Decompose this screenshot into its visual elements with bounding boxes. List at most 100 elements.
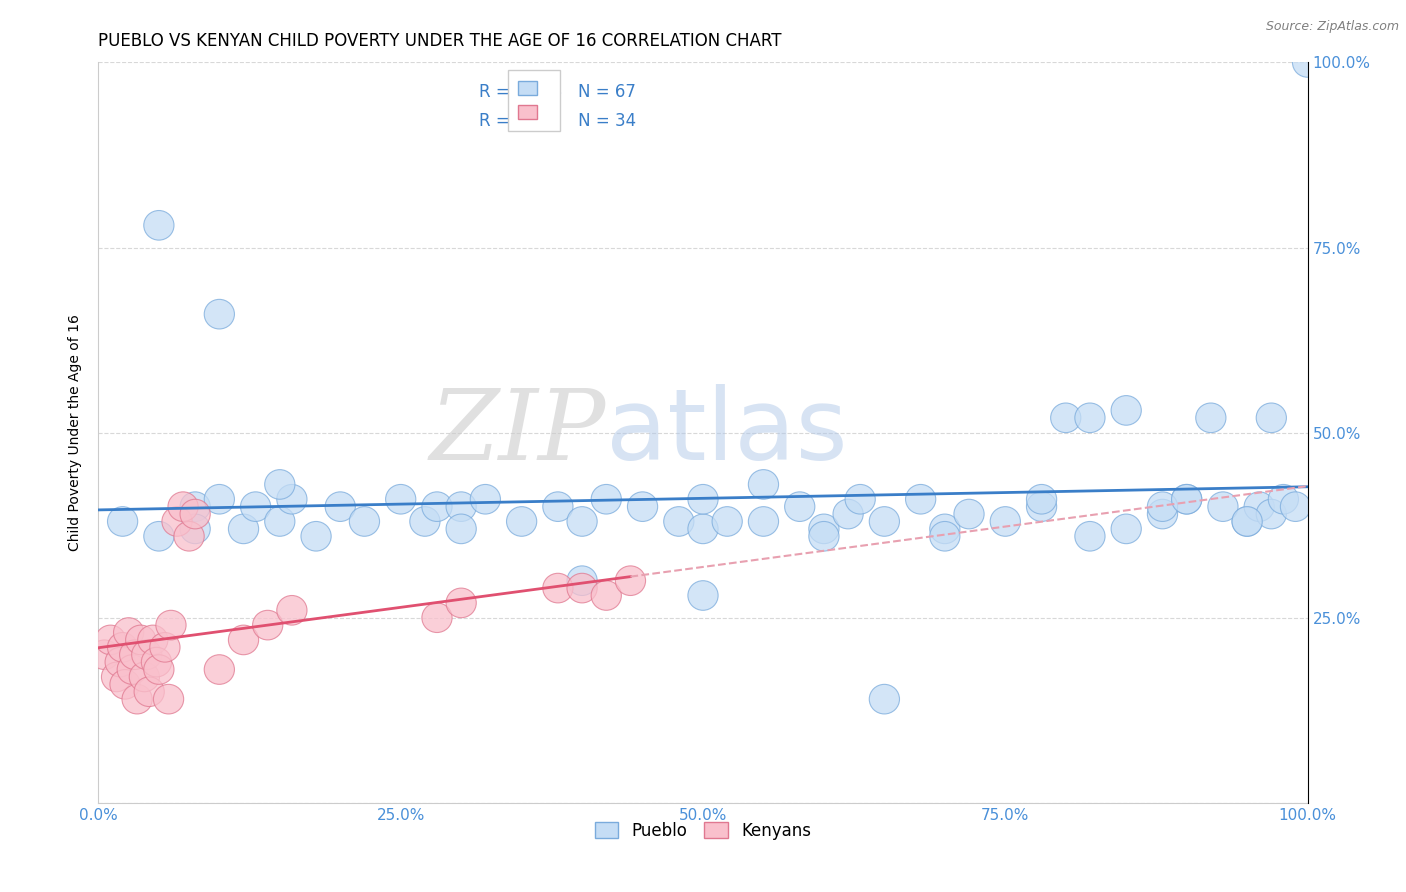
Ellipse shape xyxy=(1244,491,1274,522)
Ellipse shape xyxy=(174,522,204,551)
Ellipse shape xyxy=(664,507,695,536)
Ellipse shape xyxy=(422,603,453,632)
Ellipse shape xyxy=(688,484,718,514)
Ellipse shape xyxy=(845,484,876,514)
Ellipse shape xyxy=(143,655,174,684)
Ellipse shape xyxy=(627,491,658,522)
Ellipse shape xyxy=(616,566,645,596)
Ellipse shape xyxy=(1256,403,1286,433)
Ellipse shape xyxy=(107,507,138,536)
Ellipse shape xyxy=(1171,484,1202,514)
Ellipse shape xyxy=(120,640,150,670)
Ellipse shape xyxy=(138,625,167,655)
Ellipse shape xyxy=(567,566,598,596)
Ellipse shape xyxy=(110,670,141,699)
Ellipse shape xyxy=(1026,484,1057,514)
Y-axis label: Child Poverty Under the Age of 16: Child Poverty Under the Age of 16 xyxy=(69,314,83,551)
Ellipse shape xyxy=(264,507,295,536)
Ellipse shape xyxy=(1111,514,1142,543)
Ellipse shape xyxy=(240,491,271,522)
Ellipse shape xyxy=(711,507,742,536)
Ellipse shape xyxy=(1050,403,1081,433)
Ellipse shape xyxy=(101,662,132,692)
Ellipse shape xyxy=(748,507,779,536)
Ellipse shape xyxy=(277,596,307,625)
Ellipse shape xyxy=(385,484,416,514)
Ellipse shape xyxy=(567,574,598,603)
Ellipse shape xyxy=(591,581,621,610)
Ellipse shape xyxy=(1232,507,1263,536)
Ellipse shape xyxy=(446,514,477,543)
Ellipse shape xyxy=(1208,491,1239,522)
Ellipse shape xyxy=(543,491,574,522)
Ellipse shape xyxy=(180,500,211,529)
Ellipse shape xyxy=(409,507,440,536)
Ellipse shape xyxy=(506,507,537,536)
Ellipse shape xyxy=(446,588,477,617)
Ellipse shape xyxy=(156,610,186,640)
Ellipse shape xyxy=(117,655,148,684)
Ellipse shape xyxy=(129,662,159,692)
Ellipse shape xyxy=(125,625,156,655)
Ellipse shape xyxy=(122,684,152,714)
Ellipse shape xyxy=(204,655,235,684)
Ellipse shape xyxy=(929,522,960,551)
Ellipse shape xyxy=(1074,522,1105,551)
Ellipse shape xyxy=(96,625,125,655)
Ellipse shape xyxy=(107,632,138,662)
Text: Source: ZipAtlas.com: Source: ZipAtlas.com xyxy=(1265,20,1399,33)
Ellipse shape xyxy=(162,507,193,536)
Ellipse shape xyxy=(953,500,984,529)
Ellipse shape xyxy=(264,469,295,500)
Ellipse shape xyxy=(1256,500,1286,529)
Ellipse shape xyxy=(253,610,283,640)
Ellipse shape xyxy=(1111,395,1142,425)
Ellipse shape xyxy=(301,522,332,551)
Ellipse shape xyxy=(1268,484,1299,514)
Ellipse shape xyxy=(1195,403,1226,433)
Ellipse shape xyxy=(204,300,235,329)
Text: PUEBLO VS KENYAN CHILD POVERTY UNDER THE AGE OF 16 CORRELATION CHART: PUEBLO VS KENYAN CHILD POVERTY UNDER THE… xyxy=(98,32,782,50)
Text: R = 0.083   N = 34: R = 0.083 N = 34 xyxy=(479,112,637,130)
Ellipse shape xyxy=(228,625,259,655)
Ellipse shape xyxy=(591,484,621,514)
Ellipse shape xyxy=(905,484,936,514)
Text: ZIP: ZIP xyxy=(430,385,606,480)
Ellipse shape xyxy=(325,491,356,522)
Ellipse shape xyxy=(1171,484,1202,514)
Ellipse shape xyxy=(688,581,718,610)
Ellipse shape xyxy=(204,484,235,514)
Ellipse shape xyxy=(132,640,162,670)
Ellipse shape xyxy=(1074,403,1105,433)
Ellipse shape xyxy=(1232,507,1263,536)
Ellipse shape xyxy=(543,574,574,603)
Ellipse shape xyxy=(422,491,453,522)
Ellipse shape xyxy=(470,484,501,514)
Ellipse shape xyxy=(748,469,779,500)
Text: atlas: atlas xyxy=(606,384,848,481)
Ellipse shape xyxy=(167,491,198,522)
Ellipse shape xyxy=(869,507,900,536)
Ellipse shape xyxy=(180,491,211,522)
Ellipse shape xyxy=(785,491,815,522)
Ellipse shape xyxy=(114,617,143,648)
Ellipse shape xyxy=(143,211,174,240)
Ellipse shape xyxy=(142,648,172,677)
Ellipse shape xyxy=(180,514,211,543)
Ellipse shape xyxy=(1292,47,1323,78)
Ellipse shape xyxy=(349,507,380,536)
Ellipse shape xyxy=(567,507,598,536)
Text: R = 0.048   N = 67: R = 0.048 N = 67 xyxy=(479,83,636,101)
Ellipse shape xyxy=(105,648,135,677)
Ellipse shape xyxy=(277,484,307,514)
Ellipse shape xyxy=(929,514,960,543)
Ellipse shape xyxy=(869,684,900,714)
Ellipse shape xyxy=(446,491,477,522)
Ellipse shape xyxy=(150,632,180,662)
Ellipse shape xyxy=(228,514,259,543)
Ellipse shape xyxy=(1026,491,1057,522)
Ellipse shape xyxy=(143,522,174,551)
Ellipse shape xyxy=(153,684,184,714)
Ellipse shape xyxy=(134,677,165,706)
Ellipse shape xyxy=(1147,500,1178,529)
